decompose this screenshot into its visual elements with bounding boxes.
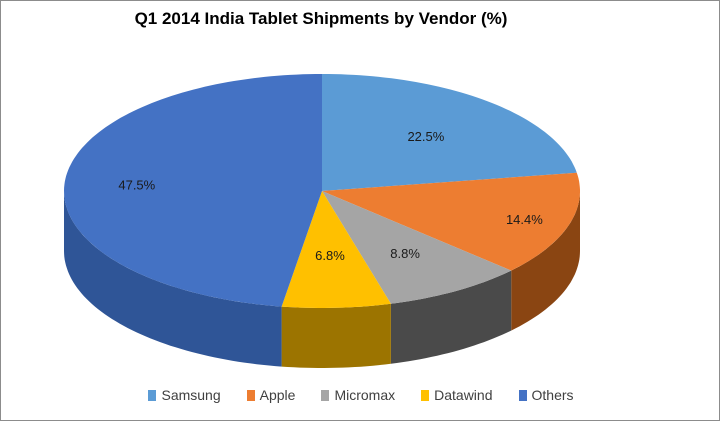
legend-swatch <box>148 389 157 401</box>
legend-swatch <box>421 389 430 401</box>
legend-swatch <box>518 389 527 401</box>
legend-swatch <box>246 389 255 401</box>
legend: Samsung Apple Micromax Datawind Others <box>1 387 719 403</box>
slice-side-micromax <box>390 270 512 364</box>
legend-item-samsung: Samsung <box>148 387 221 403</box>
slice-side-datawind <box>281 303 391 368</box>
slice-apple[interactable] <box>322 172 580 271</box>
slice-side-apple <box>511 191 580 331</box>
legend-label: Micromax <box>334 387 396 403</box>
slice-others[interactable] <box>64 74 322 307</box>
data-label-others: 47.5% <box>118 177 155 192</box>
data-label-samsung: 22.5% <box>407 129 444 144</box>
legend-item-micromax: Micromax <box>321 387 395 403</box>
slice-side-others <box>64 191 282 367</box>
legend-item-datawind: Datawind <box>421 387 493 403</box>
data-label-micromax: 8.8% <box>390 246 420 261</box>
legend-label: Datawind <box>434 387 493 403</box>
slice-samsung[interactable] <box>322 74 577 191</box>
legend-item-others: Others <box>518 387 574 403</box>
chart-title: Q1 2014 India Tablet Shipments by Vendor… <box>134 9 508 28</box>
data-label-datawind: 6.8% <box>315 248 345 263</box>
legend-item-apple: Apple <box>246 387 296 403</box>
slice-datawind[interactable] <box>281 191 391 308</box>
slice-micromax[interactable] <box>322 191 512 304</box>
legend-label: Apple <box>259 387 296 403</box>
data-label-apple: 14.4% <box>506 212 543 227</box>
legend-swatch <box>321 389 330 401</box>
legend-label: Samsung <box>161 387 221 403</box>
legend-label: Others <box>531 387 574 403</box>
